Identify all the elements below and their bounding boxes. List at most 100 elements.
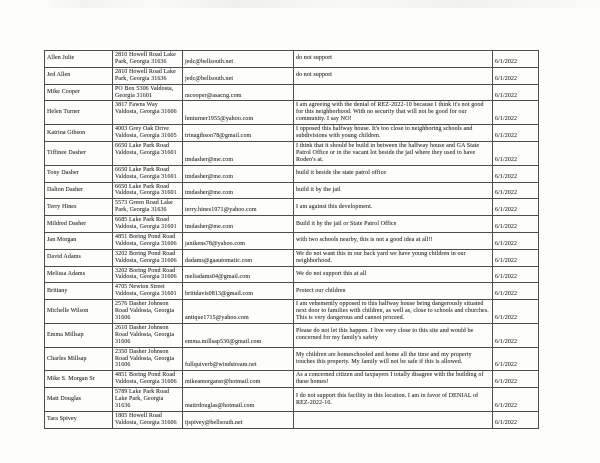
commenter-address-cell: 6685 Lake Park Road Valdosta, Georgia 31… [112, 215, 183, 233]
comment-text-cell: I opposed this halfway house. It's too c… [293, 124, 493, 142]
commenter-name-cell: Terry Hines [44, 198, 113, 217]
commenter-name-cell: Tiffinee Dasher [44, 140, 113, 166]
table-row: Dalton Dasher 6650 Lake Park Road Valdos… [44, 181, 539, 200]
commenter-address-cell: PO Box 5306 Valdosta, Georgia 31601 [112, 83, 183, 102]
commenter-email-cell: brittdavis0813@gmail.com [182, 282, 294, 301]
comment-text-cell: I am vehemently opposed to this halfway … [293, 299, 493, 324]
commenter-address-cell: 6650 Lake Park Road Valdosta, Georgia 31… [112, 140, 183, 166]
comment-text-cell: do not support [293, 50, 493, 68]
comment-text-cell: I am against this development. [293, 198, 493, 217]
comments-table-body: Allen Julie 2810 Howell Road Lake Park, … [44, 50, 539, 429]
commenter-email-cell: tmdasher@me.com [182, 215, 294, 233]
commenter-address-cell: 6650 Lake Park Road Valdosta, Georgia 31… [112, 164, 183, 183]
commenter-name-cell: Katrina Gibson [44, 124, 113, 142]
table-row: Mildred Dasher 6685 Lake Park Road Valdo… [44, 215, 539, 233]
comment-text-cell: We do not support this at all [293, 265, 493, 284]
commenter-name-cell: Matt Douglas [44, 387, 113, 412]
comment-text-cell: with two schools nearby, this is not a g… [293, 231, 493, 250]
commenter-name-cell: Brittany [44, 282, 113, 301]
commenter-name-cell: Mike Cooper [44, 83, 113, 102]
table-row: Terry Hines 5573 Green Road Lake Park, G… [44, 198, 539, 217]
table-row: Brittany 4705 Newton Street Valdosta, Ge… [44, 282, 539, 301]
comments-table: Allen Julie 2810 Howell Road Lake Park, … [44, 50, 539, 429]
comment-text-cell: Please do not let this happen. I live ve… [293, 322, 493, 348]
comment-text-cell: I do not support this facility in this l… [293, 387, 493, 412]
scan-artifact [40, 0, 600, 8]
commenter-address-cell: 1805 Howell Road Valdosta, Georgia 31606 [112, 410, 183, 429]
commenter-address-cell: 4003 Grey Oak Drive Valdosta, Georgia 31… [112, 124, 183, 142]
comment-date-cell: 6/1/2022 [492, 83, 539, 102]
table-row: Matt Douglas 5789 Lake Park Road Lake Pa… [44, 387, 539, 412]
commenter-address-cell: 6650 Lake Park Road Valdosta, Georgia 31… [112, 181, 183, 200]
comment-date-cell: 6/1/2022 [492, 299, 539, 324]
commenter-email-cell: trinagibson78@gmail.com [182, 124, 294, 142]
commenter-name-cell: Tony Dasher [44, 164, 113, 183]
commenter-name-cell: Mildred Dasher [44, 215, 113, 233]
table-row: Jed Allen 2810 Howell Road Lake Park, Ge… [44, 66, 539, 85]
comment-text-cell: Protect our children [293, 282, 493, 301]
commenter-name-cell: Michelle Wilson [44, 299, 113, 324]
comment-text-cell [293, 83, 493, 102]
commenter-email-cell: janikens78@yahoo.com [182, 231, 294, 250]
commenter-name-cell: Helen Turner [44, 100, 113, 126]
table-row: Katrina Gibson 4003 Grey Oak Drive Valdo… [44, 124, 539, 142]
commenter-email-cell: fullquiverb@windstream.net [182, 346, 294, 372]
table-row: Mike S. Morgan Sr 4851 Boring Pond Road … [44, 370, 539, 389]
commenter-address-cell: 3202 Boring Pond Road Valdosta, Georgia … [112, 265, 183, 284]
commenter-address-cell: 4705 Newton Street Valdosta, Georgia 316… [112, 282, 183, 301]
commenter-address-cell: 4851 Boring Pond Road Valdosta, Georgia … [112, 231, 183, 250]
comment-text-cell: We do not want this in our back yard we … [293, 248, 493, 267]
comment-text-cell: build it by the jail [293, 181, 493, 200]
table-row: Helen Turner 3817 Fawns Way Valdosta, Ge… [44, 100, 539, 126]
commenter-name-cell: David Adams [44, 248, 113, 267]
commenter-email-cell: meliadams04@gmail.com [182, 265, 294, 284]
comment-date-cell: 6/1/2022 [492, 198, 539, 217]
commenter-email-cell: tmdasher@me.com [182, 140, 294, 166]
table-row: David Adams 3202 Boring Pond Road Valdos… [44, 248, 539, 267]
comment-date-cell: 6/1/2022 [492, 66, 539, 85]
commenter-name-cell: Jan Morgan [44, 231, 113, 250]
commenter-name-cell: Tara Spivey [44, 410, 113, 429]
commenter-email-cell: mikeamorgansr@hotmail.com [182, 370, 294, 389]
comment-date-cell: 6/1/2022 [492, 282, 539, 301]
comment-date-cell: 6/1/2022 [492, 100, 539, 126]
commenter-email-cell: emma.millsap530@gmail.com [182, 322, 294, 348]
commenter-email-cell: tmdasher@me.com [182, 164, 294, 183]
comment-date-cell: 6/1/2022 [492, 410, 539, 429]
comment-date-cell: 6/1/2022 [492, 215, 539, 233]
commenter-email-cell: tmdasher@me.com [182, 181, 294, 200]
comment-text-cell [293, 410, 493, 429]
comment-date-cell: 6/1/2022 [492, 50, 539, 68]
table-row: Mike Cooper PO Box 5306 Valdosta, Georgi… [44, 83, 539, 102]
table-row: Tara Spivey 1805 Howell Road Valdosta, G… [44, 410, 539, 429]
commenter-address-cell: 2610 Dasher Johnson Road Valdosta, Georg… [112, 322, 183, 348]
comment-date-cell: 6/1/2022 [492, 140, 539, 166]
table-row: Jan Morgan 4851 Boring Pond Road Valdost… [44, 231, 539, 250]
commenter-name-cell: Emma Millsap [44, 322, 113, 348]
commenter-email-cell: terry.hines1971@yahoo.com [182, 198, 294, 217]
commenter-email-cell: hmturner1955@yahoo.com [182, 100, 294, 126]
commenter-address-cell: 3817 Fawns Way Valdosta, Georgia 31606 [112, 100, 183, 126]
commenter-name-cell: Mike S. Morgan Sr [44, 370, 113, 389]
commenter-address-cell: 3202 Boring Pond Road Valdosta, Georgia … [112, 248, 183, 267]
commenter-email-cell: antique1715@yahoo.com [182, 299, 294, 324]
commenter-email-cell: jedc@bellsouth.net [182, 50, 294, 68]
comment-date-cell: 6/1/2022 [492, 322, 539, 348]
commenter-email-cell: mattrdouglas@hotmail.com [182, 387, 294, 412]
comment-text-cell: My children are homeschooled and home al… [293, 346, 493, 372]
commenter-email-cell: jedc@bellsouth.net [182, 66, 294, 85]
comment-date-cell: 6/1/2022 [492, 248, 539, 267]
commenter-address-cell: 4851 Boring Pond Road Valdosta, Georgia … [112, 370, 183, 389]
table-row: Melissa Adams 3202 Boring Pond Road Vald… [44, 265, 539, 284]
comment-date-cell: 6/1/2022 [492, 231, 539, 250]
table-row: Tony Dasher 6650 Lake Park Road Valdosta… [44, 164, 539, 183]
table-row: Charles Millsap 2350 Dasher Johnson Road… [44, 346, 539, 372]
commenter-name-cell: Charles Millsap [44, 346, 113, 372]
comment-text-cell: As a concerned citizen and taxpayers I t… [293, 370, 493, 389]
commenter-email-cell: tjspivey@bellsouth.net [182, 410, 294, 429]
commenter-address-cell: 2350 Dasher Johnson Road Valdosta, Georg… [112, 346, 183, 372]
commenter-address-cell: 5573 Green Road Lake Park, Georgia 31636 [112, 198, 183, 217]
commenter-name-cell: Melissa Adams [44, 265, 113, 284]
commenter-email-cell: mcooper@asacng.com [182, 83, 294, 102]
commenter-name-cell: Dalton Dasher [44, 181, 113, 200]
